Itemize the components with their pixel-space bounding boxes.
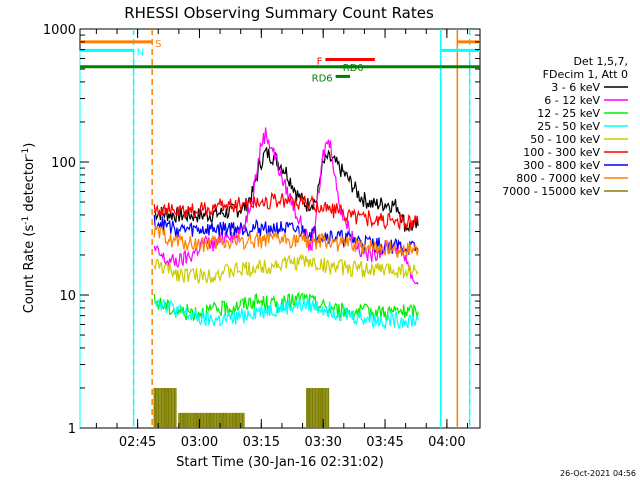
series-line xyxy=(153,253,419,284)
flag-label: RD0 xyxy=(343,63,364,74)
plot-area: SN F RD0 RD6 xyxy=(79,28,481,429)
legend-label: 100 - 300 keV xyxy=(523,146,600,159)
x-tick-label: 04:00 xyxy=(428,435,465,450)
x-axis: 02:45 03:00 03:15 03:30 03:45 04:00 xyxy=(95,29,469,450)
chart-title: RHESSI Observing Summary Count Rates xyxy=(124,4,434,22)
flag-label: S xyxy=(155,39,161,50)
y-axis-label: Count Rate (s-1 detector-1) xyxy=(21,143,37,314)
x-tick-label: 03:15 xyxy=(243,435,280,450)
legend-label: 800 - 7000 keV xyxy=(516,172,600,185)
flag-label: RD6 xyxy=(312,73,333,84)
legend-label: 25 - 50 keV xyxy=(537,120,600,133)
y-axis-label-superscript: -1 xyxy=(21,216,31,225)
legend-header-line: FDecim 1, Att 0 xyxy=(543,68,628,81)
legend-label: 50 - 100 keV xyxy=(530,133,600,146)
x-axis-label: Start Time (30-Jan-16 02:31:02) xyxy=(176,455,384,470)
legend-label: 3 - 6 keV xyxy=(551,81,600,94)
series-line xyxy=(153,224,419,258)
legend-label: 7000 - 15000 keV xyxy=(502,185,600,198)
legend-label: 300 - 800 keV xyxy=(523,159,600,172)
legend-label: 12 - 25 keV xyxy=(537,107,600,120)
flag-label: F xyxy=(317,56,323,67)
series-line xyxy=(153,191,419,231)
series-line xyxy=(153,297,419,331)
y-tick-label: 1000 xyxy=(43,23,76,38)
y-tick-label: 10 xyxy=(59,289,76,304)
y-axis-label-part: detector xyxy=(22,156,37,216)
series-layer xyxy=(153,127,419,428)
x-tick-label: 03:00 xyxy=(181,435,218,450)
y-tick-label: 1 xyxy=(68,422,76,437)
legend-header-line: Det 1,5,7, xyxy=(573,55,628,68)
timestamp: 26-Oct-2021 04:56 xyxy=(560,469,636,478)
x-tick-label: 02:45 xyxy=(119,435,156,450)
y-axis: 1 10 100 1000 xyxy=(43,23,480,437)
x-tick-label: 03:45 xyxy=(366,435,403,450)
legend-label: 6 - 12 keV xyxy=(544,94,600,107)
y-axis-label-part: Count Rate (s xyxy=(22,225,37,314)
flag-label: N xyxy=(137,47,144,58)
markers-layer xyxy=(79,29,471,428)
y-axis-label-superscript: -1 xyxy=(21,148,31,157)
x-tick-label: 03:30 xyxy=(304,435,341,450)
y-tick-label: 100 xyxy=(51,156,76,171)
y-axis-label-part: ) xyxy=(22,143,37,148)
flags-layer: SN F RD0 RD6 xyxy=(80,39,480,84)
